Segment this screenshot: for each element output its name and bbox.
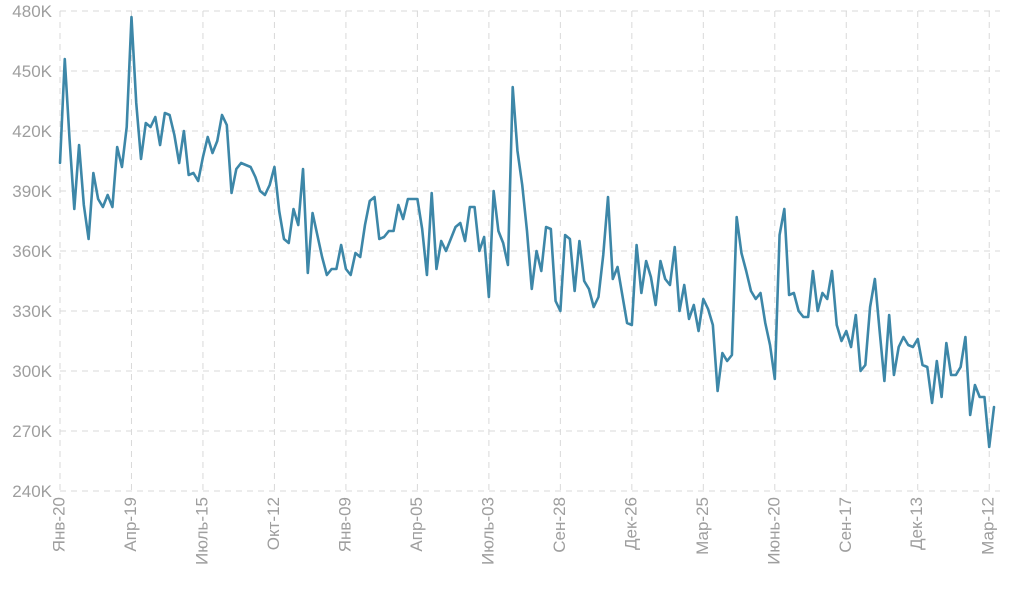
y-tick-label: 330K bbox=[12, 302, 52, 321]
grid-lines bbox=[59, 10, 1000, 492]
x-tick-label: Сен-17 bbox=[836, 497, 855, 553]
y-tick-label: 360K bbox=[12, 242, 52, 261]
x-tick-label: Июль-15 bbox=[192, 497, 211, 565]
y-tick-label: 450K bbox=[12, 62, 52, 81]
y-tick-label: 480K bbox=[12, 2, 52, 21]
x-tick-label: Сен-28 bbox=[550, 497, 569, 553]
x-axis-ticks: Янв-20 Апр-19 Июль-15 Окт-12 Янв-09 Апр-05 Июл… bbox=[49, 497, 998, 565]
x-tick-label: Дек-13 bbox=[907, 497, 926, 550]
x-tick-label: Апр-05 bbox=[407, 497, 426, 552]
y-tick-label: 420K bbox=[12, 122, 52, 141]
y-tick-label: 300K bbox=[12, 362, 52, 381]
x-tick-label: Янв-09 bbox=[335, 497, 354, 552]
x-tick-label: Дек-26 bbox=[621, 497, 640, 550]
x-tick-label: Июнь-20 bbox=[764, 497, 783, 565]
x-tick-label: Мар-25 bbox=[693, 497, 712, 555]
y-tick-label: 390K bbox=[12, 182, 52, 201]
y-axis-ticks: 240K 270K 300K 330K 360K 390K 420K 450K 480K bbox=[12, 2, 52, 501]
x-tick-label: Мар-12 bbox=[979, 497, 998, 555]
x-tick-label: Янв-20 bbox=[49, 497, 68, 552]
x-tick-label: Окт-12 bbox=[264, 497, 283, 550]
y-tick-label: 240K bbox=[12, 482, 52, 501]
y-tick-label: 270K bbox=[12, 422, 52, 441]
series-line bbox=[58, 15, 996, 449]
x-tick-label: Июль-03 bbox=[478, 497, 497, 565]
x-tick-label: Апр-19 bbox=[121, 497, 140, 552]
